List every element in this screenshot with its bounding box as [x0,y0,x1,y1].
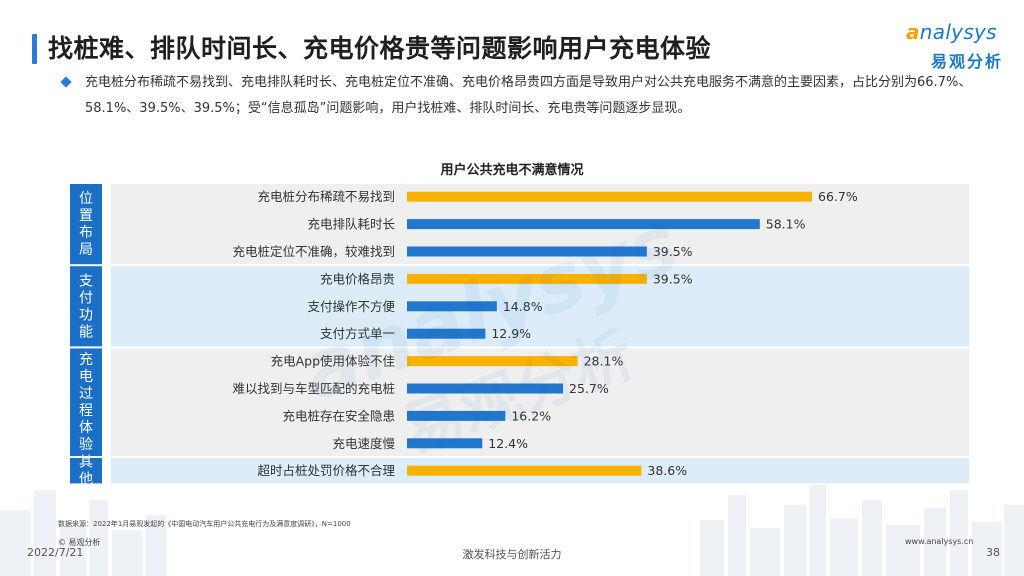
footer-url[interactable]: www.analysys.cn [905,537,974,546]
category-label: 充电桩定位不准确，较难找到 [232,244,395,259]
group-label-box [70,348,102,456]
category-label: 充电桩存在安全隐患 [282,408,395,423]
data-label: 58.1% [766,217,806,232]
category-label: 难以找到与车型匹配的充电桩 [232,381,395,396]
logo-letter-a: a [906,20,920,44]
data-label: 28.1% [584,354,624,369]
data-label: 16.2% [511,408,551,423]
data-source-note: 数据来源：2022年1月易观发起的《中国电动汽车用户公共充电行为及满意度调研》，… [58,520,351,528]
title-accent-bar [32,34,37,64]
analysys-logo: analysys 易观分析 [906,16,1010,76]
group-label-char: 布 [79,225,93,241]
bar [407,410,506,421]
bar [407,465,642,476]
group-label-char: 其 [79,455,93,471]
group-label-char: 过 [79,386,93,402]
footer-date: 2022/7/21 [27,546,84,559]
chart-title: 用户公共充电不满意情况 [440,163,584,178]
group-label-char: 功 [79,307,93,323]
description-text: 充电桩分布稀疏不易找到、充电排队耗时长、充电桩定位不准确、充电价格昂贵四方面是导… [85,75,972,116]
bar [407,438,483,449]
bar [407,246,647,257]
bar [407,301,497,312]
data-label: 38.6% [647,463,687,478]
bar [407,219,760,230]
footer-logo-text: © 易观分析 [58,538,101,547]
data-label: 14.8% [503,299,543,314]
group-label-char: 付 [79,290,93,306]
group-label-char: 程 [79,403,93,419]
page-title: 找桩难、排队时间长、充电价格贵等问题影响用户充电体验 [48,34,712,63]
group-label-char: 充 [79,352,93,368]
category-label: 充电排队耗时长 [307,217,395,232]
group-label-char: 能 [79,324,93,340]
bar [407,383,564,394]
group-label-box [70,266,102,347]
group-label-char: 置 [79,208,93,224]
data-label: 12.9% [491,326,531,341]
data-label: 12.4% [488,436,528,451]
group-label-char: 体 [79,420,93,436]
logo-chinese: 易观分析 [931,52,1004,71]
category-label: 充电速度慢 [332,436,395,451]
data-label: 39.5% [653,271,693,286]
category-label: 充电桩分布稀疏不易找到 [257,189,395,204]
group-label-box [70,184,102,265]
bar [407,273,647,284]
category-label: 充电价格昂贵 [320,271,395,286]
group-label-char: 支 [79,273,93,289]
data-label: 25.7% [569,381,609,396]
data-label: 66.7% [818,189,858,204]
group-label-char: 电 [79,369,93,385]
page-number: 38 [986,546,1000,559]
group-label-char: 他 [79,472,93,488]
bar [407,328,486,339]
logo-english: analysys [906,20,997,44]
group-panel [111,348,969,456]
category-label: 充电App使用体验不佳 [271,354,395,369]
footer-slogan: 激发科技与创新活力 [462,548,562,561]
category-label: 支付操作不方便 [307,299,395,314]
group-label-char: 验 [79,437,93,453]
group-label-box [70,458,102,484]
logo-english-rest: nalysys [919,20,997,44]
category-label: 超时占桩处罚价格不合理 [257,463,395,478]
bar [407,191,812,202]
group-label-char: 局 [79,242,93,258]
category-label: 支付方式单一 [320,326,395,341]
city-skyline-background [0,485,1024,576]
bar [407,356,578,367]
data-label: 39.5% [653,244,693,259]
group-label-char: 位 [79,191,93,207]
